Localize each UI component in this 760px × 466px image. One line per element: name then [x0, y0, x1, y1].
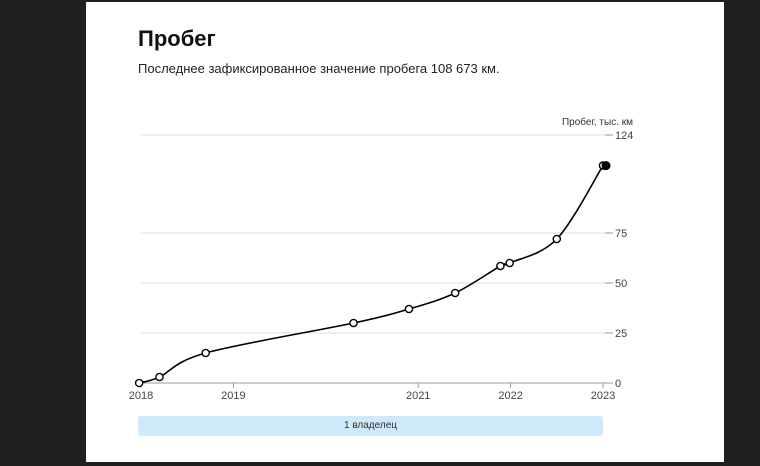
mileage-line — [138, 165, 604, 384]
card-subtitle: Последнее зафиксированное значение пробе… — [138, 61, 500, 76]
latest-point-marker — [601, 161, 611, 171]
y-tick-label: 75 — [615, 228, 627, 240]
data-point — [552, 234, 562, 244]
data-point — [404, 304, 414, 314]
mileage-card: Пробег Последнее зафиксированное значени… — [86, 2, 724, 462]
x-tick-label: 2018 — [129, 390, 153, 402]
card-title: Пробег — [138, 26, 216, 51]
y-tick-label: 50 — [615, 278, 627, 290]
data-point — [496, 261, 505, 271]
x-tick-label: 2021 — [406, 390, 430, 402]
y-tick-label: 0 — [615, 378, 621, 390]
data-point — [201, 348, 210, 358]
data-point — [505, 258, 514, 268]
x-tick-label: 2023 — [591, 390, 615, 402]
y-axis-label: Пробег, тыс. км — [562, 116, 633, 128]
data-point — [450, 288, 460, 298]
mileage-chart: 0 25 50 75 124 Пробег, тыс. км 2018 2019 2021 202… — [129, 116, 634, 402]
data-point — [349, 318, 358, 328]
y-tick-label: 25 — [615, 328, 627, 340]
x-tick-label: 2022 — [498, 390, 522, 402]
y-tick-label: 124 — [615, 130, 633, 142]
owner-bar[interactable]: 1 владелец — [138, 416, 603, 436]
data-point — [155, 372, 164, 382]
x-tick-label: 2019 — [221, 390, 245, 402]
data-point — [134, 378, 144, 388]
